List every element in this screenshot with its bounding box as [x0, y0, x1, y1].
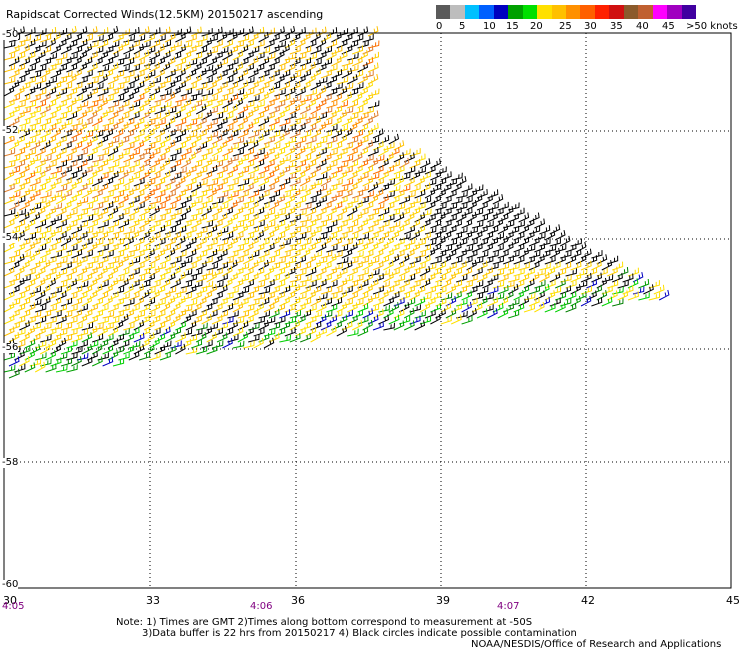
lat-label-58: -58 [2, 457, 19, 468]
legend-swatch [580, 5, 596, 19]
legend-swatch [479, 5, 495, 19]
map-frame [3, 32, 732, 589]
lon-label-45: 45 [726, 594, 740, 607]
credit-line: NOAA/NESDIS/Office of Research and Appli… [471, 639, 722, 650]
legend-swatch [623, 5, 639, 19]
lat-label-56: -56 [2, 342, 19, 353]
lon-label-39: 39 [436, 594, 450, 607]
legend-swatch [681, 5, 697, 19]
lat-label-60: -60 [2, 579, 19, 590]
lon-label-33: 33 [146, 594, 160, 607]
legend-label: 35 [610, 21, 623, 32]
lon-label-42: 42 [581, 594, 595, 607]
legend-label: >50 knots [686, 21, 738, 32]
lat-label-52: -52 [2, 125, 19, 136]
note-line-2: 3)Data buffer is 22 hrs from 20150217 4)… [142, 628, 577, 639]
wind-barbs [3, 25, 670, 379]
legend-label: 25 [559, 21, 572, 32]
legend-label: 40 [636, 21, 649, 32]
map-title: Rapidscat Corrected Winds(12.5KM) 201502… [6, 8, 324, 21]
legend-label: 15 [506, 21, 519, 32]
time-label-2: 4:06 [250, 601, 273, 612]
legend-swatch [464, 5, 480, 19]
legend-swatch [436, 5, 451, 19]
legend-swatch [594, 5, 610, 19]
legend-swatch [667, 5, 683, 19]
legend-label: 0 [436, 21, 443, 32]
legend-swatch [551, 5, 567, 19]
legend-label: 10 [483, 21, 496, 32]
legend-swatch [493, 5, 509, 19]
legend-swatch [638, 5, 654, 19]
lon-label-36: 36 [291, 594, 305, 607]
legend-swatch [522, 5, 538, 19]
lat-label-54: -54 [2, 232, 19, 243]
legend-label: 45 [662, 21, 675, 32]
time-label-1: 4:05 [2, 601, 25, 612]
legend-swatch [450, 5, 466, 19]
legend-label: 20 [530, 21, 543, 32]
legend-swatch [508, 5, 524, 19]
legend-swatch [609, 5, 625, 19]
legend-swatch [566, 5, 581, 19]
time-label-3: 4:07 [497, 601, 520, 612]
lon-label-30: 30 [3, 594, 17, 607]
legend-swatch [537, 5, 553, 19]
note-line-1: Note: 1) Times are GMT 2)Times along bot… [116, 617, 533, 628]
legend-label: 30 [584, 21, 597, 32]
legend-label: 5 [459, 21, 466, 32]
lat-label-50: -50 [2, 29, 19, 40]
legend-swatch [652, 5, 668, 19]
